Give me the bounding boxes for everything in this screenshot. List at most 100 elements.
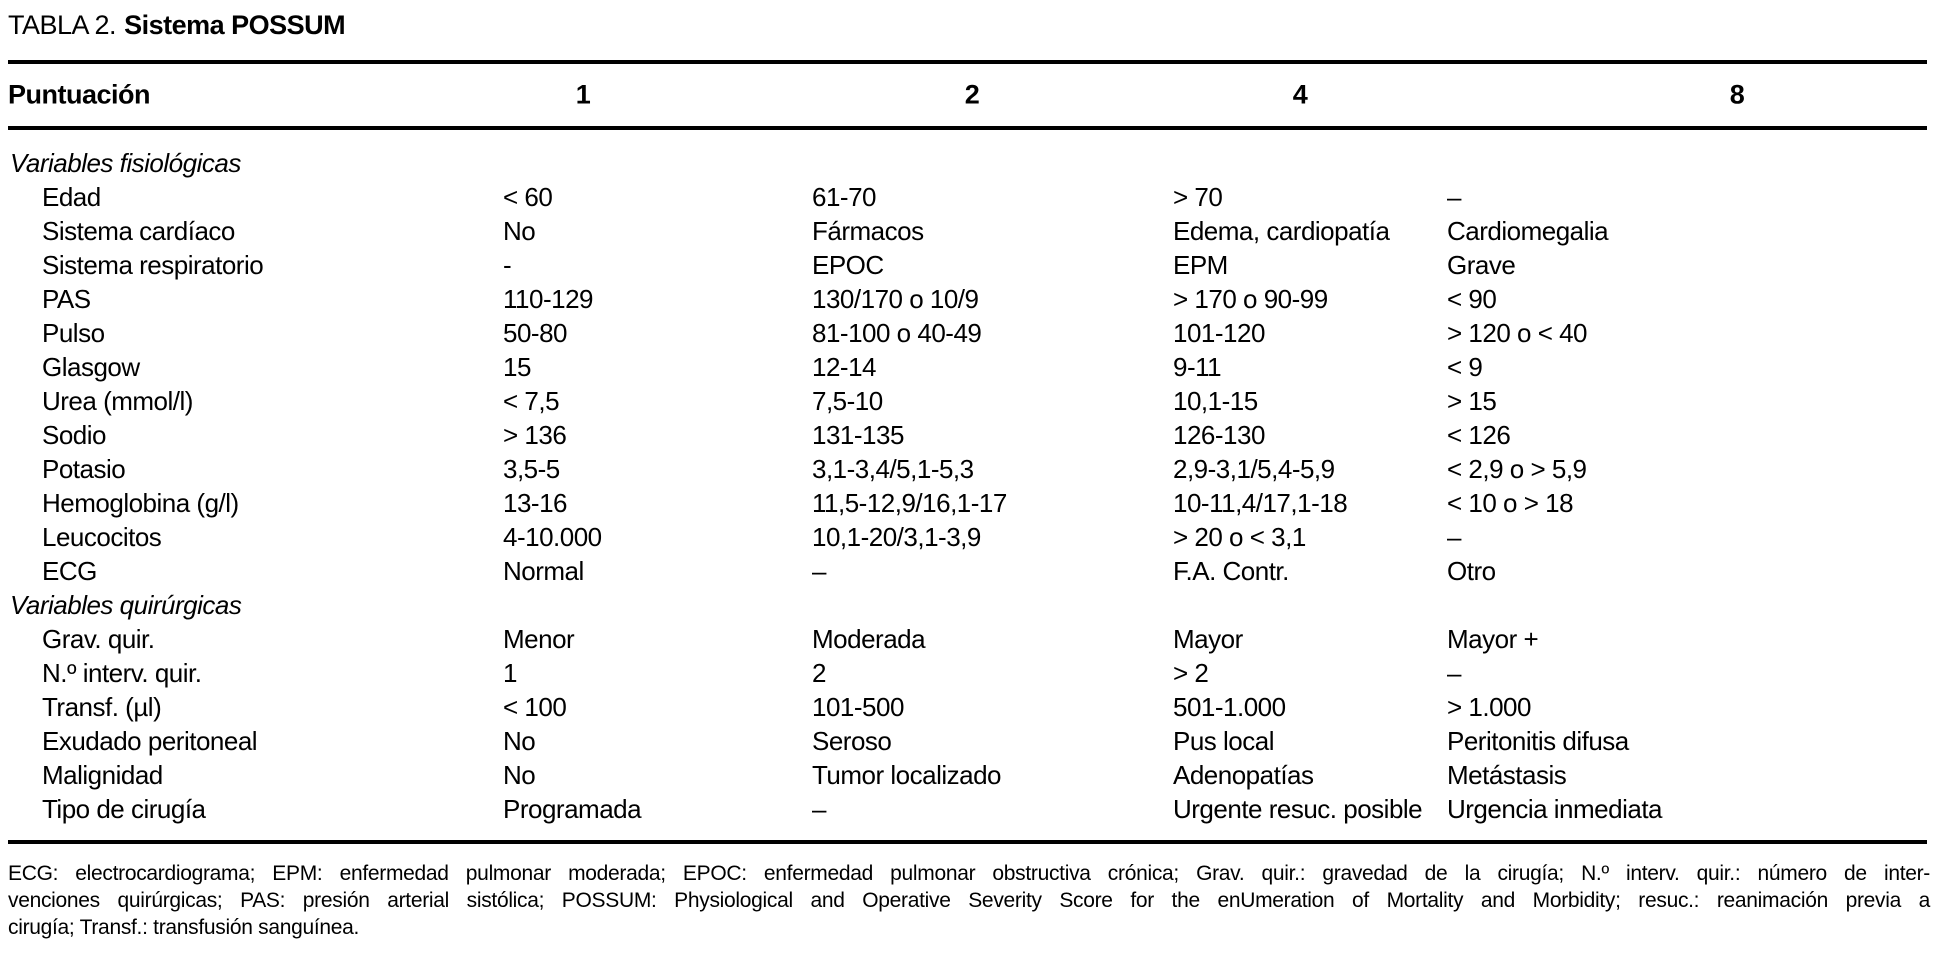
cell-score-4: 2,9-3,1/5,4-5,9 [1173, 454, 1335, 484]
cell-score-4: Mayor [1173, 624, 1243, 654]
cell-score-2: 130/170 o 10/9 [812, 284, 979, 314]
row-grav-quir: Grav. quir. Menor Moderada Mayor Mayor + [8, 622, 1927, 656]
cell-score-1: - [503, 250, 512, 280]
row-ecg: ECG Normal – F.A. Contr. Otro [8, 554, 1927, 588]
footnote-line: venciones quirúrgicas; PAS: presión arte… [8, 889, 1930, 912]
row-sodio: Sodio > 136 131-135 126-130 < 126 [8, 418, 1927, 452]
row-urea: Urea (mmol/l) < 7,5 7,5-10 10,1-15 > 15 [8, 384, 1927, 418]
row-exudado-peritoneal: Exudado peritoneal No Seroso Pus local P… [8, 724, 1927, 758]
cell-score-1: 3,5-5 [503, 454, 560, 484]
cell-score-4: EPM [1173, 250, 1228, 280]
cell-score-2: 3,1-3,4/5,1-5,3 [812, 454, 974, 484]
row-label: N.º interv. quir. [42, 658, 202, 688]
row-label: Potasio [42, 454, 126, 484]
row-glasgow: Glasgow 15 12-14 9-11 < 9 [8, 350, 1927, 384]
top-rule [8, 60, 1927, 64]
footnote-line: ECG: electrocardiograma; EPM: enfermedad… [8, 862, 1930, 885]
row-n-interv-quir: N.º interv. quir. 1 2 > 2 – [8, 656, 1927, 690]
footnote-line: cirugía; Transf.: transfusión sanguínea. [8, 916, 360, 939]
cell-score-1: 4-10.000 [503, 522, 602, 552]
cell-score-1: Normal [503, 556, 584, 586]
cell-score-1: No [503, 726, 536, 756]
cell-score-2: 10,1-20/3,1-3,9 [812, 522, 981, 552]
row-label: Leucocitos [42, 522, 162, 552]
header-rule [8, 126, 1927, 130]
cell-score-2: Moderada [812, 624, 926, 654]
cell-score-2: 81-100 o 40-49 [812, 318, 982, 348]
cell-score-4: > 2 [1173, 658, 1209, 688]
cell-score-1: 15 [503, 352, 531, 382]
cell-score-1: > 136 [503, 420, 567, 450]
cell-score-2: 7,5-10 [812, 386, 883, 416]
cell-score-8: Otro [1447, 556, 1496, 586]
cell-score-2: 11,5-12,9/16,1-17 [812, 488, 1007, 518]
cell-score-2: – [812, 794, 826, 824]
cell-score-2: Fármacos [812, 216, 924, 246]
cell-score-1: < 100 [503, 692, 567, 722]
cell-score-8: – [1447, 658, 1461, 688]
row-label: Sistema cardíaco [42, 216, 235, 246]
cell-score-4: Urgente resuc. posible [1173, 794, 1423, 824]
header-score-1: 1 [575, 79, 591, 110]
cell-score-4: 126-130 [1173, 420, 1265, 450]
row-pulso: Pulso 50-80 81-100 o 40-49 101-120 > 120… [8, 316, 1927, 350]
row-malignidad: Malignidad No Tumor localizado Adenopatí… [8, 758, 1927, 792]
cell-score-4: 10,1-15 [1173, 386, 1258, 416]
cell-score-2: – [812, 556, 826, 586]
row-sistema-cardiaco: Sistema cardíaco No Fármacos Edema, card… [8, 214, 1927, 248]
row-pas: PAS 110-129 130/170 o 10/9 > 170 o 90-99… [8, 282, 1927, 316]
cell-score-4: 10-11,4/17,1-18 [1173, 488, 1348, 518]
row-label: Transf. (µl) [42, 692, 162, 722]
row-hemoglobina: Hemoglobina (g/l) 13-16 11,5-12,9/16,1-1… [8, 486, 1927, 520]
cell-score-4: Pus local [1173, 726, 1275, 756]
section-label: Variables quirúrgicas [10, 590, 242, 620]
cell-score-4: Adenopatías [1173, 760, 1314, 790]
row-label: Grav. quir. [42, 624, 155, 654]
cell-score-8: Grave [1447, 250, 1516, 280]
table-title: TABLA 2. Sistema POSSUM [8, 0, 1938, 40]
row-label: Urea (mmol/l) [42, 386, 193, 416]
cell-score-8: Urgencia inmediata [1447, 794, 1663, 824]
row-label: ECG [42, 556, 97, 586]
header-puntuacion: Puntuación [8, 79, 151, 110]
cell-score-4: 9-11 [1173, 352, 1222, 382]
row-label: PAS [42, 284, 91, 314]
table-number: TABLA 2. [8, 10, 117, 40]
cell-score-4: 101-120 [1173, 318, 1265, 348]
table-footnote: ECG: electrocardiograma; EPM: enfermedad… [8, 860, 1930, 941]
row-transf: Transf. (µl) < 100 101-500 501-1.000 > 1… [8, 690, 1927, 724]
row-leucocitos: Leucocitos 4-10.000 10,1-20/3,1-3,9 > 20… [8, 520, 1927, 554]
cell-score-8: > 120 o < 40 [1447, 318, 1588, 348]
row-sistema-respiratorio: Sistema respiratorio - EPOC EPM Grave [8, 248, 1927, 282]
cell-score-1: 50-80 [503, 318, 568, 348]
cell-score-8: Cardiomegalia [1447, 216, 1609, 246]
cell-score-1: < 7,5 [503, 386, 560, 416]
cell-score-4: F.A. Contr. [1173, 556, 1289, 586]
bottom-rule [8, 840, 1927, 844]
cell-score-2: 12-14 [812, 352, 877, 382]
row-label: Pulso [42, 318, 105, 348]
row-label: Sistema respiratorio [42, 250, 264, 280]
cell-score-8: Mayor + [1447, 624, 1539, 654]
row-label: Hemoglobina (g/l) [42, 488, 239, 518]
cell-score-8: < 9 [1447, 352, 1483, 382]
header-score-4: 4 [1292, 79, 1308, 110]
cell-score-8: < 10 o > 18 [1447, 488, 1574, 518]
cell-score-1: Programada [503, 794, 642, 824]
cell-score-1: < 60 [503, 182, 553, 212]
row-label: Malignidad [42, 760, 163, 790]
header-score-2: 2 [964, 79, 980, 110]
row-label: Glasgow [42, 352, 140, 382]
cell-score-8: – [1447, 522, 1461, 552]
cell-score-1: 110-129 [503, 284, 594, 314]
header-score-8: 8 [1729, 79, 1745, 110]
cell-score-2: 2 [812, 658, 826, 688]
cell-score-8: < 90 [1447, 284, 1497, 314]
cell-score-4: Edema, cardiopatía [1173, 216, 1390, 246]
cell-score-8: < 2,9 o > 5,9 [1447, 454, 1587, 484]
cell-score-1: Menor [503, 624, 575, 654]
cell-score-8: Metástasis [1447, 760, 1567, 790]
cell-score-2: Seroso [812, 726, 892, 756]
section-variables-quirurgicas: Variables quirúrgicas [8, 588, 1927, 622]
row-label: Tipo de cirugía [42, 794, 206, 824]
